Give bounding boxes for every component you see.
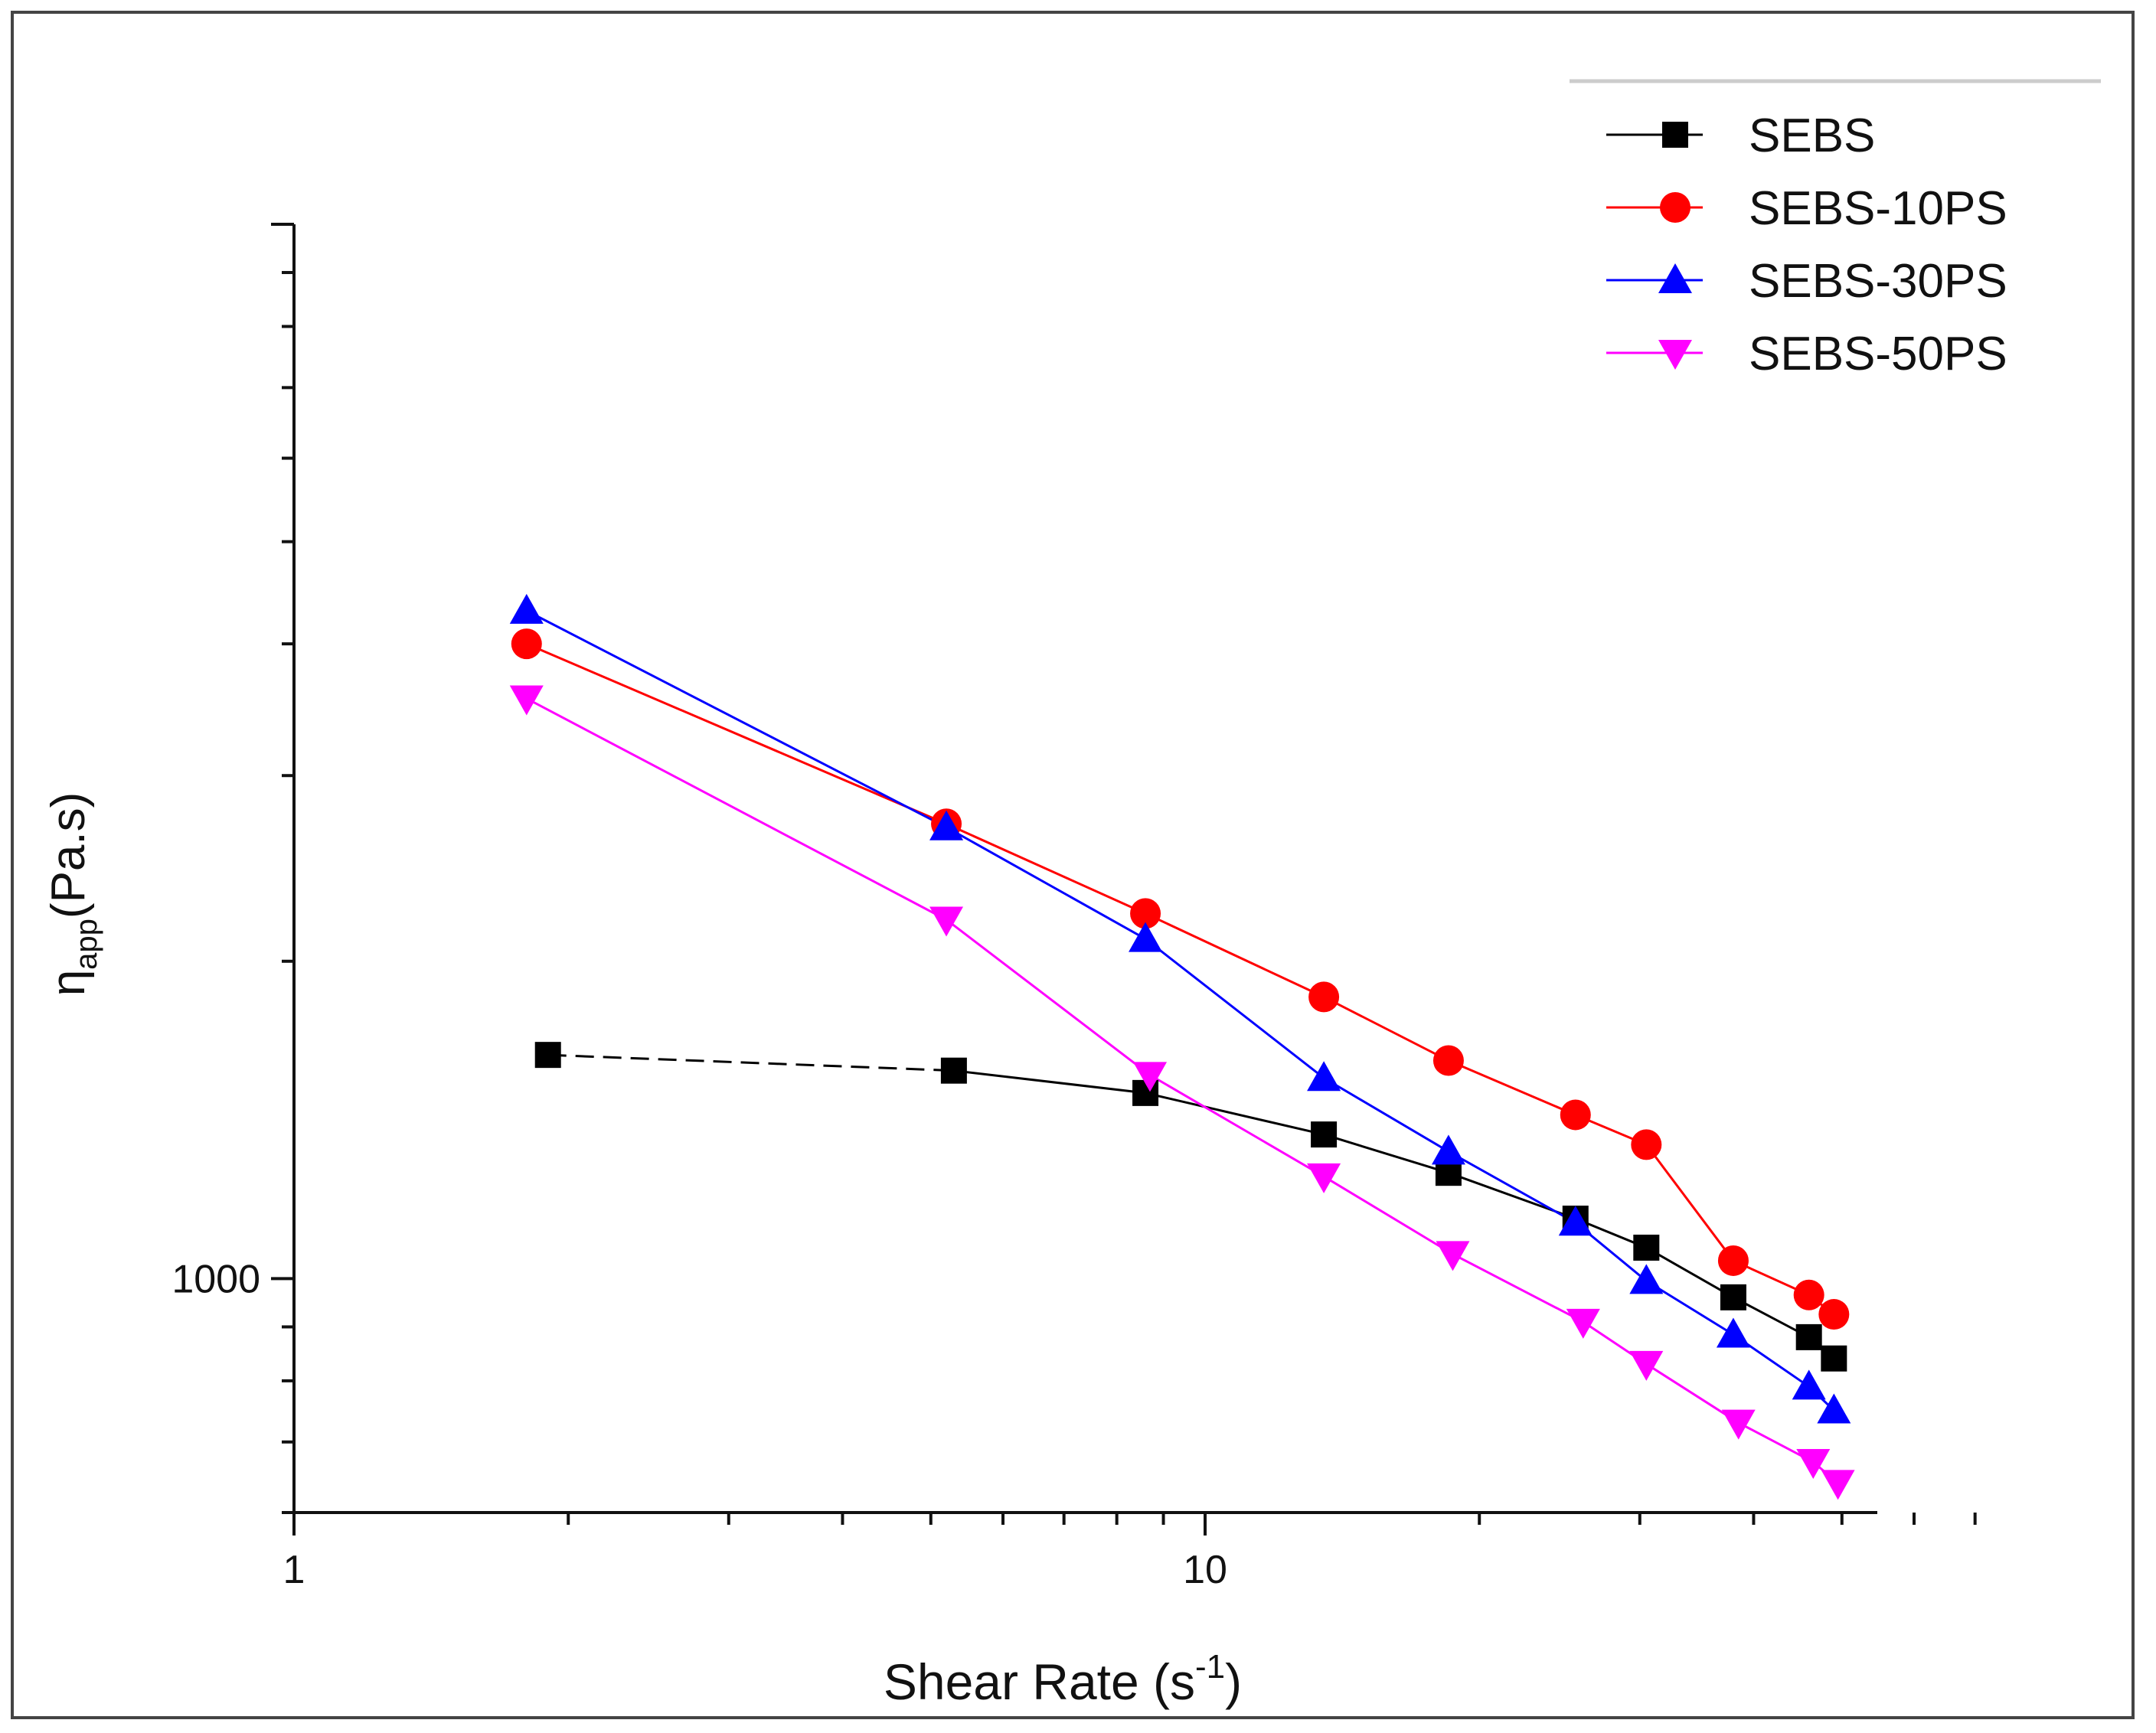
data-point-sebs-50ps xyxy=(929,906,964,937)
legend: SEBS SEBS-10PS SEBS-30PS SEBS-50PS xyxy=(1606,109,2007,380)
series-line-sebs-30ps xyxy=(526,609,947,829)
y-axis-label-unit: (Pa.s) xyxy=(42,792,95,919)
x-axis-label-end: ) xyxy=(1225,1653,1242,1710)
legend-marker-sebs-30ps xyxy=(1658,263,1692,293)
data-point-sebs xyxy=(1311,1121,1338,1148)
data-point-sebs xyxy=(1795,1323,1822,1350)
data-point-sebs-30ps xyxy=(929,810,964,840)
x-tick-label: 10 xyxy=(1183,1548,1227,1592)
series-line-sebs-10ps xyxy=(1448,1059,1576,1116)
x-axis-label: Shear Rate (s-1) xyxy=(884,1648,1242,1710)
y-ticks: 1000 xyxy=(172,223,294,1514)
data-point-sebs-10ps xyxy=(1560,1099,1591,1131)
series-markers xyxy=(509,593,1855,1500)
series-line-sebs-10ps xyxy=(1323,996,1449,1062)
data-point-sebs-50ps xyxy=(1629,1350,1664,1381)
data-point-sebs-30ps xyxy=(1629,1264,1664,1294)
y-axis-label-sub: app xyxy=(70,919,103,970)
data-point-sebs-10ps xyxy=(1631,1129,1662,1160)
legend-label-sebs-10ps: SEBS-10PS xyxy=(1749,182,2007,235)
data-point-sebs-10ps xyxy=(1717,1245,1749,1276)
data-point-sebs xyxy=(1132,1079,1159,1106)
legend-marker-sebs-50ps xyxy=(1658,340,1692,370)
data-point-sebs-10ps xyxy=(1432,1045,1464,1076)
data-point-sebs-50ps xyxy=(1821,1470,1855,1500)
data-point-sebs-10ps xyxy=(1130,898,1161,929)
data-point-sebs-10ps xyxy=(1308,981,1340,1013)
series-line-sebs-10ps xyxy=(1645,1144,1735,1261)
series-line-sebs-10ps xyxy=(526,642,947,825)
x-axis-label-text: Shear Rate (s xyxy=(884,1653,1195,1710)
data-point-sebs-10ps xyxy=(511,628,542,660)
legend-label-sebs: SEBS xyxy=(1749,109,1875,162)
data-point-sebs-50ps xyxy=(1796,1448,1831,1479)
data-point-sebs-50ps xyxy=(509,685,544,716)
series-line-sebs-30ps xyxy=(1323,1076,1449,1153)
data-point-sebs-30ps xyxy=(1307,1061,1341,1092)
data-point-sebs-30ps xyxy=(509,593,544,624)
series-line-sebs-50ps xyxy=(1452,1253,1584,1323)
data-point-sebs-50ps xyxy=(1307,1163,1341,1193)
series-line-sebs xyxy=(547,1053,954,1072)
series-line-sebs-50ps xyxy=(1645,1363,1740,1424)
y-tick-label: 1000 xyxy=(172,1257,260,1301)
data-point-sebs-30ps xyxy=(1817,1393,1851,1424)
series-line-sebs-30ps xyxy=(1448,1150,1576,1224)
data-point-sebs xyxy=(940,1057,967,1084)
data-point-sebs-50ps xyxy=(1436,1241,1470,1271)
y-axis-label-symbol: η xyxy=(42,970,95,996)
legend-marker-sebs-10ps xyxy=(1660,192,1690,223)
series-line-sebs-30ps xyxy=(1145,938,1325,1079)
series-line-sebs-50ps xyxy=(1323,1175,1454,1255)
data-point-sebs-10ps xyxy=(1818,1299,1850,1330)
data-point-sebs xyxy=(1633,1234,1660,1261)
data-point-sebs-50ps xyxy=(1133,1062,1168,1092)
series-line-sebs-30ps xyxy=(946,826,1146,940)
data-point-sebs-30ps xyxy=(1129,922,1163,952)
x-axis-label-sup: -1 xyxy=(1195,1648,1225,1686)
series-line-sebs-50ps xyxy=(1149,1074,1325,1178)
y-axis-label: ηapp(Pa.s) xyxy=(42,792,103,997)
series-line-sebs xyxy=(953,1069,1146,1095)
data-point-sebs-50ps xyxy=(1566,1308,1600,1339)
data-point-sebs-30ps xyxy=(1792,1369,1826,1400)
series-line-sebs xyxy=(1645,1246,1734,1299)
data-point-sebs-10ps xyxy=(1793,1279,1824,1310)
series-line-sebs-50ps xyxy=(946,919,1151,1076)
data-point-sebs xyxy=(534,1042,561,1069)
x-tick-label: 1 xyxy=(283,1548,305,1592)
data-point-sebs xyxy=(1720,1284,1746,1310)
x-ticks: 1 10 xyxy=(283,1513,1977,1592)
legend-marker-sebs xyxy=(1662,122,1688,148)
legend-label-sebs-50ps: SEBS-50PS xyxy=(1749,328,2007,380)
figure-frame: 1 10 1000 SEBS SEBS-10PS SEBS-30PS SEBS-50PS… xyxy=(11,11,2135,1719)
data-point-sebs xyxy=(1821,1345,1847,1372)
legend-label-sebs-30ps: SEBS-30PS xyxy=(1749,255,2007,308)
series-line-sebs-10ps xyxy=(946,822,1146,915)
data-point-sebs-50ps xyxy=(1721,1409,1756,1440)
series-line-sebs xyxy=(1145,1092,1325,1136)
chart: 1 10 1000 SEBS SEBS-10PS SEBS-30PS SEBS-50PS… xyxy=(42,79,2101,1710)
series-line-sebs xyxy=(1323,1133,1449,1174)
series-line-sebs-50ps xyxy=(526,697,947,921)
series-line-sebs-10ps xyxy=(1145,912,1325,998)
data-point-sebs-30ps xyxy=(1716,1317,1750,1348)
data-point-sebs-30ps xyxy=(1431,1134,1465,1165)
data-point-sebs-30ps xyxy=(1558,1206,1592,1236)
